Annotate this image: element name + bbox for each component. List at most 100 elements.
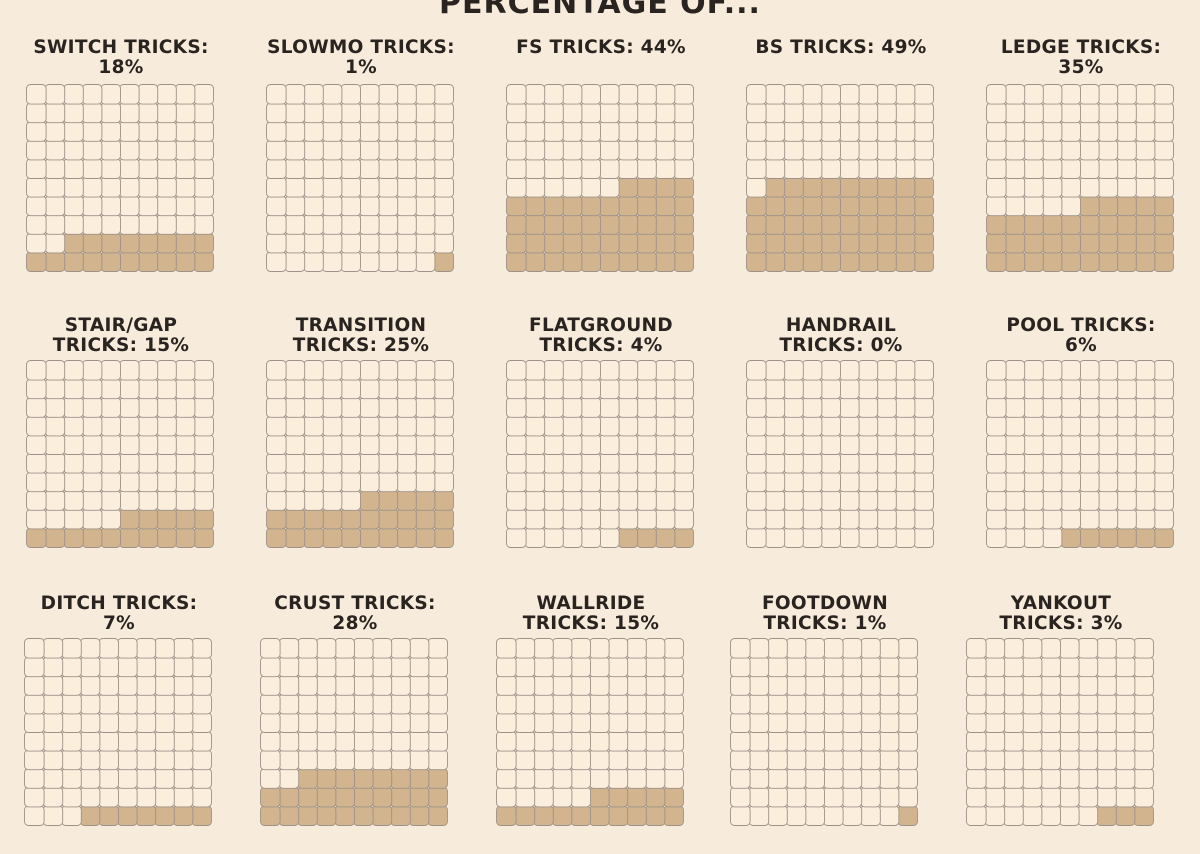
panel-title: TRANSITION TRICKS: 25% (292, 315, 430, 356)
waffle-cell-empty (636, 378, 657, 400)
waffle-cell-filled (377, 508, 399, 530)
waffle-cell-empty (414, 378, 436, 400)
waffle-cell-empty (135, 768, 157, 789)
waffle-cell-empty (654, 453, 676, 474)
waffle-cell-filled (533, 805, 554, 826)
waffle-cell-empty (334, 675, 355, 696)
waffle-cell-empty (100, 378, 121, 400)
waffle-cell-empty (98, 749, 119, 771)
waffle-cell-filled (764, 195, 786, 217)
waffle-cell-empty (1114, 693, 1136, 715)
waffle-cell-empty (266, 453, 287, 474)
waffle-cell-empty (396, 177, 417, 198)
waffle-cell-empty (820, 453, 841, 474)
waffle-cell-empty (340, 102, 361, 124)
waffle-cell-empty (42, 786, 64, 808)
waffle-cell-filled (599, 251, 620, 272)
waffle-cell-empty (1097, 121, 1119, 142)
waffle-cell-empty (1004, 84, 1026, 105)
waffle-cell-empty (561, 139, 583, 161)
waffle-cell-empty (1060, 378, 1081, 400)
waffle-cell-empty (321, 139, 343, 161)
waffle-cell-filled (1153, 232, 1174, 254)
waffle-cell-empty (359, 84, 380, 105)
waffle-cell-empty (191, 731, 212, 752)
waffle-cell-filled (81, 527, 103, 548)
waffle-cell-empty (496, 656, 517, 678)
waffle-cell-empty (371, 712, 393, 733)
waffle-cell-empty (524, 434, 546, 455)
waffle-cell-empty (1004, 471, 1026, 493)
waffle-cell-empty (801, 139, 823, 161)
waffle-cell-empty (524, 360, 546, 381)
waffle-cell-empty (79, 675, 101, 696)
waffle-cell-empty (823, 731, 844, 752)
waffle-cell-empty (334, 693, 355, 715)
waffle-cell-empty (119, 177, 140, 198)
waffle-cell-filled (174, 508, 196, 530)
waffle-cell-empty (1041, 158, 1063, 179)
waffle-cell-filled (1153, 214, 1174, 235)
waffle-cell-filled (876, 214, 897, 235)
waffle-cell-empty (617, 453, 639, 474)
waffle-cell-empty (1023, 378, 1044, 400)
waffle-cell-empty (260, 693, 281, 715)
waffle-cell-empty (100, 195, 121, 217)
waffle-cell-empty (496, 768, 517, 789)
waffle-cell-empty (1003, 749, 1024, 771)
waffle-cell-empty (841, 749, 863, 771)
waffle-cell-empty (1096, 749, 1117, 771)
waffle-cell-empty (841, 693, 863, 715)
waffle-cell-empty (1060, 360, 1081, 381)
waffle-cell-empty (876, 490, 897, 511)
waffle-cell-empty (340, 397, 361, 418)
waffle-cell-filled (334, 786, 355, 808)
waffle-cell-empty (340, 378, 361, 400)
waffle-cell-empty (340, 121, 361, 142)
waffle-cell-filled (191, 805, 212, 826)
waffle-cell-empty (986, 378, 1007, 400)
waffle-cell-empty (764, 415, 786, 437)
waffle-cell-empty (570, 675, 591, 696)
waffle-cell-empty (1114, 712, 1136, 733)
waffle-cell-empty (1059, 656, 1080, 678)
waffle-cell-empty (748, 693, 770, 715)
waffle-cell-empty (764, 378, 786, 400)
waffle-cell-empty (561, 415, 583, 437)
waffle-cell-empty (193, 158, 214, 179)
waffle-cell-empty (81, 121, 103, 142)
waffle-cell-empty (1023, 102, 1044, 124)
waffle-panel: LEDGE TRICKS: 35% (986, 38, 1176, 274)
waffle-cell-empty (524, 490, 546, 511)
waffle-cell-filled (626, 786, 647, 808)
waffle-cell-filled (1133, 805, 1154, 826)
waffle-cell-empty (673, 490, 694, 511)
waffle-cell-filled (607, 805, 629, 826)
waffle-cell-filled (371, 768, 393, 789)
waffle-cell-empty (636, 508, 657, 530)
waffle-cell-empty (823, 768, 844, 789)
waffle-cell-filled (506, 251, 527, 272)
waffle-cell-empty (986, 84, 1007, 105)
waffle-cell-empty (1153, 360, 1174, 381)
waffle-cell-empty (26, 121, 47, 142)
waffle-cell-empty (663, 638, 684, 659)
waffle-cell-empty (44, 139, 66, 161)
waffle-cell-empty (1114, 749, 1136, 771)
waffle-cell-filled (543, 251, 564, 272)
waffle-cell-empty (783, 527, 804, 548)
waffle-cell-empty (135, 693, 157, 715)
waffle-cell-empty (767, 805, 788, 826)
waffle-cell-empty (913, 434, 934, 455)
waffle-cell-empty (359, 139, 380, 161)
waffle-cell-filled (408, 786, 430, 808)
waffle-cell-empty (137, 453, 159, 474)
waffle-cell-empty (414, 434, 436, 455)
waffle-cell-empty (1004, 527, 1026, 548)
waffle-cell-empty (966, 693, 987, 715)
waffle-cell-empty (44, 434, 66, 455)
waffle-cell-empty (1060, 139, 1081, 161)
waffle-cell-empty (193, 397, 214, 418)
waffle-cell-empty (408, 749, 430, 771)
waffle-cell-filled (561, 232, 583, 254)
